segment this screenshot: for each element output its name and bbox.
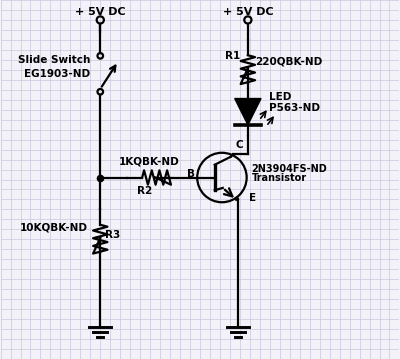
Text: P563-ND: P563-ND — [269, 103, 320, 113]
Text: R2: R2 — [137, 186, 152, 196]
Text: 2N3904FS-ND: 2N3904FS-ND — [252, 164, 327, 174]
Text: B: B — [187, 169, 195, 179]
Text: R3: R3 — [105, 230, 120, 240]
Text: LED: LED — [269, 92, 291, 102]
Text: 220QBK-ND: 220QBK-ND — [255, 57, 322, 67]
Text: E: E — [249, 193, 256, 203]
Text: 10KQBK-ND: 10KQBK-ND — [20, 222, 88, 232]
Text: + 5V DC: + 5V DC — [75, 7, 126, 17]
Text: 1KQBK-ND: 1KQBK-ND — [118, 156, 179, 166]
Text: R1: R1 — [226, 51, 241, 61]
Text: EG1903-ND: EG1903-ND — [24, 69, 90, 79]
Text: + 5V DC: + 5V DC — [222, 7, 273, 17]
Text: C: C — [236, 140, 243, 150]
Text: Slide Switch: Slide Switch — [18, 55, 90, 65]
Polygon shape — [235, 98, 261, 125]
Text: Transistor: Transistor — [252, 173, 306, 183]
